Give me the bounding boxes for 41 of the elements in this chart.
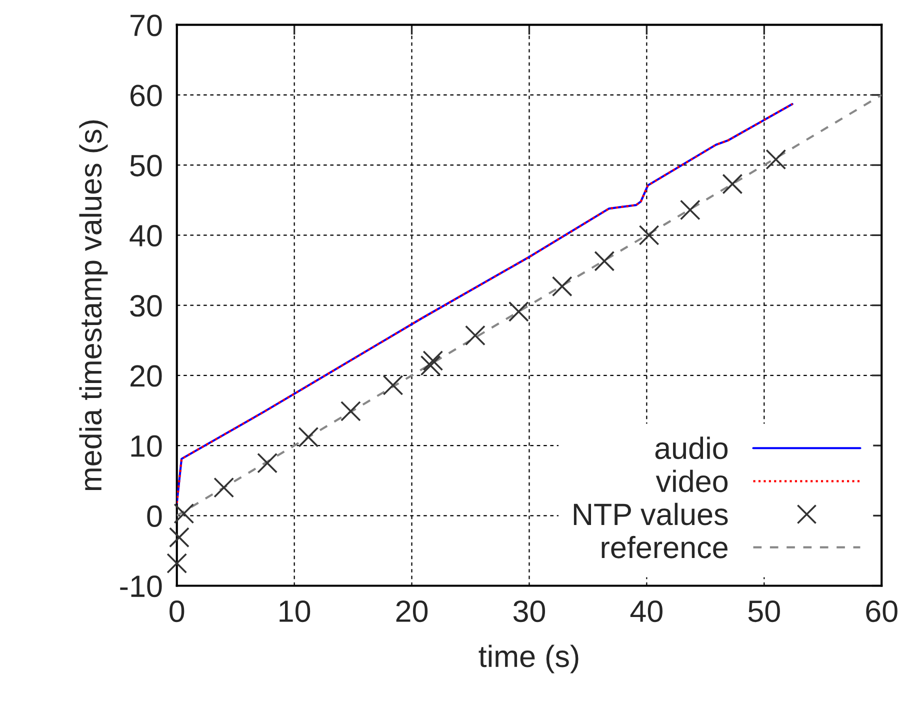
point bbox=[340, 400, 361, 422]
y-tick-label: 10 bbox=[131, 435, 162, 457]
point bbox=[422, 350, 444, 371]
x-tick-label: 40 bbox=[630, 600, 662, 622]
point bbox=[214, 477, 234, 498]
point bbox=[174, 503, 194, 524]
point bbox=[638, 224, 660, 246]
y-tick-label: 70 bbox=[130, 14, 162, 36]
y-tick-label: 0 bbox=[147, 505, 162, 528]
y-tick-label: 50 bbox=[130, 154, 162, 176]
point bbox=[508, 301, 529, 322]
x-tick-label: 0 bbox=[170, 600, 184, 622]
x-axis-title: time (s) bbox=[478, 644, 578, 674]
x-tick-label: 60 bbox=[866, 600, 898, 622]
legend-label: reference bbox=[602, 536, 728, 558]
y-tick-label: 20 bbox=[130, 365, 162, 387]
legend-label: video bbox=[656, 470, 728, 492]
x-tick-label: 30 bbox=[513, 600, 546, 622]
point bbox=[420, 355, 441, 376]
point bbox=[382, 375, 404, 396]
point bbox=[552, 276, 572, 297]
point bbox=[166, 553, 188, 574]
point bbox=[722, 174, 743, 194]
y-tick-label: 30 bbox=[130, 295, 162, 317]
y-tick-label: 60 bbox=[130, 84, 162, 106]
point bbox=[766, 149, 786, 170]
y-tick-label: -10 bbox=[120, 575, 162, 598]
legend-label: audio bbox=[655, 436, 728, 460]
x-tick-label: 20 bbox=[396, 600, 428, 622]
point bbox=[168, 527, 190, 548]
x-tick-label: 50 bbox=[748, 600, 780, 622]
y-tick-label: 40 bbox=[130, 224, 162, 247]
x-tick-label: 10 bbox=[280, 600, 310, 622]
legend-label: NTP values bbox=[574, 502, 728, 526]
y-axis-title: media timestamp values (s) bbox=[79, 120, 108, 490]
point bbox=[594, 250, 615, 272]
point bbox=[298, 426, 319, 448]
line-series bbox=[176, 103, 794, 504]
point bbox=[464, 325, 486, 346]
point bbox=[680, 200, 700, 220]
point bbox=[257, 452, 278, 474]
